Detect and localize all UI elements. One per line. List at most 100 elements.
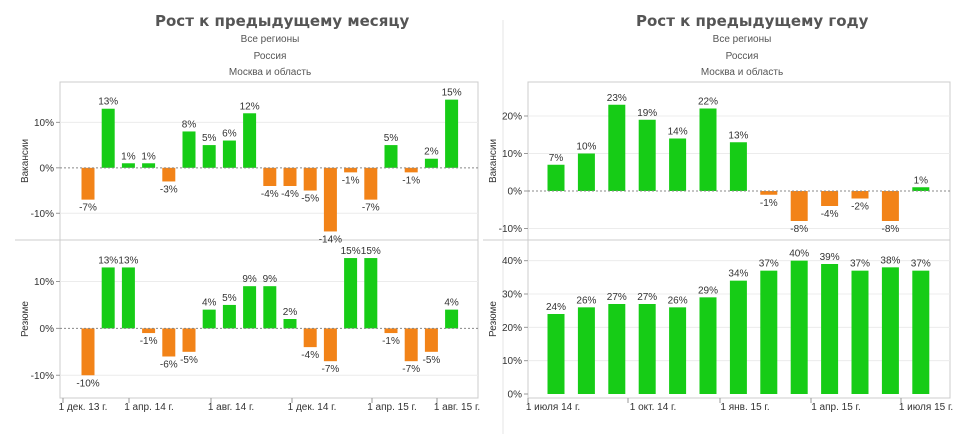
y-tick-label: 0% xyxy=(508,390,523,401)
left-filter-country[interactable]: Россия xyxy=(253,51,287,62)
bar-data-label: 5% xyxy=(384,133,399,144)
y-tick-label: 0% xyxy=(40,324,55,335)
y-tick-label: 20% xyxy=(502,112,522,123)
bar xyxy=(608,304,626,394)
right-filter-country[interactable]: Россия xyxy=(725,51,759,62)
bar-data-label: -1% xyxy=(342,175,360,186)
bar xyxy=(222,140,236,168)
bar xyxy=(881,191,899,221)
bar-data-label: 9% xyxy=(242,274,257,285)
bar xyxy=(547,314,565,394)
bar-data-label: 5% xyxy=(222,293,237,304)
bar xyxy=(81,328,95,376)
bar xyxy=(121,267,135,329)
x-tick-label: 1 дек. 13 г. xyxy=(59,402,108,413)
bar-data-label: -4% xyxy=(261,189,279,200)
bar-data-label: 13% xyxy=(98,255,118,266)
y-tick-label: 10% xyxy=(34,277,54,288)
bar-data-label: -7% xyxy=(79,203,97,214)
bar-data-label: 2% xyxy=(283,307,298,318)
bar-data-label: 10% xyxy=(576,142,596,153)
bar xyxy=(912,270,930,394)
bar-data-label: 15% xyxy=(442,88,462,99)
right-filter-city[interactable]: Москва и область xyxy=(700,67,784,78)
bar-data-label: 27% xyxy=(607,292,627,303)
bar xyxy=(881,267,899,394)
bar-data-label: 26% xyxy=(576,295,596,306)
bar xyxy=(729,142,747,191)
y-tick-label: -10% xyxy=(31,371,54,382)
bar-data-label: 14% xyxy=(668,127,688,138)
y-tick-label: -10% xyxy=(31,209,54,220)
bar-data-label: -10% xyxy=(76,378,99,389)
bar xyxy=(577,307,595,394)
y-tick-label: 0% xyxy=(40,163,55,174)
bar xyxy=(445,309,459,329)
x-tick-label: 1 авг. 14 г. xyxy=(208,402,254,413)
bar xyxy=(303,328,317,348)
bar-data-label: 37% xyxy=(911,259,931,270)
bar xyxy=(821,264,839,394)
bar xyxy=(263,286,277,329)
bar-data-label: -7% xyxy=(322,364,340,375)
bar-data-label: 1% xyxy=(141,151,156,162)
bar xyxy=(669,138,687,191)
bar xyxy=(404,328,418,362)
bar-data-label: 22% xyxy=(698,97,718,108)
y-tick-label: 10% xyxy=(34,118,54,129)
bar xyxy=(851,270,869,394)
bar xyxy=(202,145,216,168)
bar-data-label: -7% xyxy=(402,364,420,375)
left-filter-region[interactable]: Все регионы xyxy=(240,34,300,45)
bar-data-label: -4% xyxy=(301,350,319,361)
bar xyxy=(202,309,216,329)
bar-data-label: -5% xyxy=(301,194,319,205)
bar xyxy=(142,328,156,334)
bar xyxy=(547,164,565,191)
bar-data-label: -4% xyxy=(821,209,839,220)
bar-data-label: 38% xyxy=(880,255,900,266)
bar xyxy=(283,167,297,186)
bar-data-label: -5% xyxy=(180,355,198,366)
bar-data-label: 23% xyxy=(607,93,627,104)
bar-data-label: 39% xyxy=(820,252,840,263)
bar-data-label: 5% xyxy=(202,133,217,144)
bar xyxy=(790,260,808,394)
x-tick-label: 1 авг. 15 г. xyxy=(434,402,480,413)
bar-data-label: -5% xyxy=(423,355,441,366)
bar-data-label: 34% xyxy=(728,269,748,280)
bar xyxy=(182,328,196,352)
right-filter-region[interactable]: Все регионы xyxy=(712,34,772,45)
x-tick-label: 1 июля 15 г. xyxy=(899,402,953,413)
bar xyxy=(424,158,438,168)
bar-data-label: 7% xyxy=(549,153,564,164)
bar xyxy=(790,191,808,221)
x-tick-label: 1 янв. 15 г. xyxy=(720,402,769,413)
y-axis-title: Резюме xyxy=(488,301,499,337)
bar-data-label: 1% xyxy=(914,175,929,186)
bar-data-label: -6% xyxy=(160,360,178,371)
left-filter-city[interactable]: Москва и область xyxy=(228,67,312,78)
bar xyxy=(283,319,297,329)
bar-data-label: -8% xyxy=(790,224,808,235)
bar xyxy=(699,108,717,191)
bar-data-label: -2% xyxy=(851,202,869,213)
bar-data-label: 6% xyxy=(222,129,237,140)
bar xyxy=(323,328,337,362)
x-tick-label: 1 апр. 15 г. xyxy=(367,402,417,413)
bar xyxy=(384,328,398,334)
bar-data-label: -4% xyxy=(281,189,299,200)
bar xyxy=(182,131,196,168)
bar-data-label: -3% xyxy=(160,184,178,195)
bar xyxy=(760,270,778,394)
bar-data-label: 13% xyxy=(98,97,118,108)
y-axis-title: Резюме xyxy=(20,301,31,337)
x-tick-label: 1 апр. 14 г. xyxy=(124,402,174,413)
bar xyxy=(821,191,839,206)
bar xyxy=(608,104,626,191)
bar xyxy=(303,167,317,191)
bar xyxy=(263,167,277,186)
bar xyxy=(384,145,398,168)
bar-data-label: 19% xyxy=(637,108,657,119)
